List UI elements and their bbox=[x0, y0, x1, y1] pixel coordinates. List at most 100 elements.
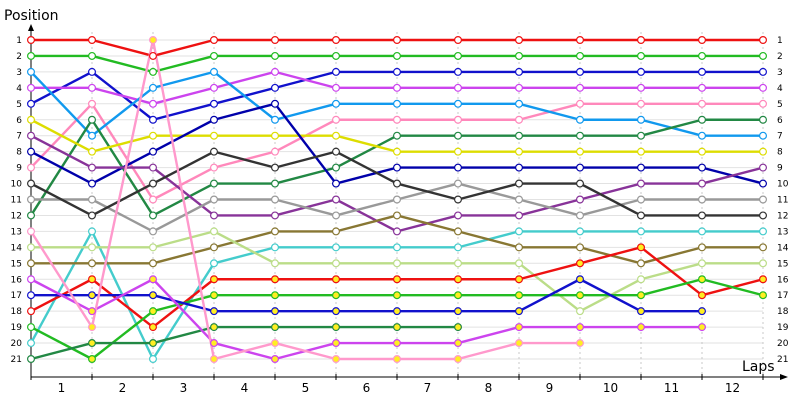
data-point bbox=[636, 67, 645, 76]
data-point bbox=[758, 51, 767, 60]
data-point bbox=[87, 131, 96, 140]
data-point bbox=[87, 307, 96, 316]
data-point bbox=[210, 243, 219, 252]
data-point bbox=[332, 243, 341, 252]
data-point bbox=[27, 67, 36, 76]
data-point bbox=[454, 323, 463, 332]
data-point bbox=[393, 323, 402, 332]
y-tick-label-right: 2 bbox=[777, 52, 783, 62]
data-point bbox=[271, 67, 280, 76]
data-point bbox=[514, 83, 523, 92]
data-point bbox=[514, 51, 523, 60]
data-point bbox=[87, 339, 96, 348]
data-point bbox=[514, 243, 523, 252]
data-point bbox=[758, 67, 767, 76]
axes: Position Laps bbox=[4, 8, 788, 380]
data-point bbox=[332, 227, 341, 236]
data-point bbox=[636, 83, 645, 92]
data-point bbox=[636, 243, 645, 252]
data-point bbox=[332, 307, 341, 316]
data-point bbox=[271, 115, 280, 124]
data-point bbox=[758, 131, 767, 140]
y-tick-label-left: 6 bbox=[16, 116, 22, 126]
data-point bbox=[514, 147, 523, 156]
data-point bbox=[636, 35, 645, 44]
data-point bbox=[87, 179, 96, 188]
data-point bbox=[636, 115, 645, 124]
x-axis-arrow-icon bbox=[780, 374, 788, 380]
data-point bbox=[332, 163, 341, 172]
data-point bbox=[210, 99, 219, 108]
data-point bbox=[393, 275, 402, 284]
data-point bbox=[271, 259, 280, 268]
data-point bbox=[87, 99, 96, 108]
data-point bbox=[87, 163, 96, 172]
y-tick-label-left: 12 bbox=[11, 211, 22, 221]
x-tick-label: 11 bbox=[664, 381, 679, 395]
data-point bbox=[149, 115, 158, 124]
data-point bbox=[575, 51, 584, 60]
data-point bbox=[393, 115, 402, 124]
y-tick-label-left: 15 bbox=[11, 259, 22, 269]
y-tick-label-right: 19 bbox=[777, 323, 789, 333]
data-point bbox=[636, 163, 645, 172]
data-point bbox=[87, 195, 96, 204]
data-point bbox=[575, 323, 584, 332]
data-point bbox=[575, 179, 584, 188]
data-point bbox=[210, 275, 219, 284]
data-point bbox=[697, 323, 706, 332]
data-point bbox=[697, 275, 706, 284]
data-point bbox=[454, 211, 463, 220]
data-point bbox=[27, 339, 36, 348]
data-point bbox=[271, 99, 280, 108]
data-point bbox=[575, 195, 584, 204]
y-tick-label-right: 20 bbox=[777, 339, 789, 349]
y-tick-label-left: 11 bbox=[11, 196, 22, 206]
data-point bbox=[332, 195, 341, 204]
data-point bbox=[87, 67, 96, 76]
data-point bbox=[271, 195, 280, 204]
data-point bbox=[27, 179, 36, 188]
data-point bbox=[514, 275, 523, 284]
data-point bbox=[575, 307, 584, 316]
data-point bbox=[697, 259, 706, 268]
data-point bbox=[514, 195, 523, 204]
data-point bbox=[575, 147, 584, 156]
data-point bbox=[758, 99, 767, 108]
data-point bbox=[393, 195, 402, 204]
data-point bbox=[454, 163, 463, 172]
data-point bbox=[454, 51, 463, 60]
data-point bbox=[697, 51, 706, 60]
y-tick-label-right: 1 bbox=[777, 36, 783, 46]
data-point bbox=[332, 323, 341, 332]
data-point bbox=[636, 275, 645, 284]
data-point bbox=[87, 355, 96, 364]
data-point bbox=[271, 131, 280, 140]
data-point bbox=[575, 115, 584, 124]
data-point bbox=[149, 179, 158, 188]
data-point bbox=[393, 355, 402, 364]
data-point bbox=[27, 163, 36, 172]
data-point bbox=[636, 195, 645, 204]
y-tick-label-right: 12 bbox=[777, 211, 788, 221]
y-tick-label-right: 21 bbox=[777, 355, 788, 365]
data-point bbox=[636, 147, 645, 156]
data-point bbox=[27, 355, 36, 364]
data-point bbox=[393, 339, 402, 348]
data-point bbox=[87, 211, 96, 220]
data-point bbox=[454, 147, 463, 156]
data-point bbox=[393, 211, 402, 220]
data-point bbox=[149, 291, 158, 300]
data-point bbox=[758, 179, 767, 188]
data-point bbox=[514, 99, 523, 108]
y-tick-label-left: 9 bbox=[16, 164, 22, 174]
data-point bbox=[758, 275, 767, 284]
data-point bbox=[575, 83, 584, 92]
data-point bbox=[454, 115, 463, 124]
data-point bbox=[27, 211, 36, 220]
y-tick-label-right: 18 bbox=[777, 307, 789, 317]
data-point bbox=[393, 51, 402, 60]
data-point bbox=[332, 51, 341, 60]
data-point bbox=[454, 83, 463, 92]
data-point bbox=[27, 195, 36, 204]
